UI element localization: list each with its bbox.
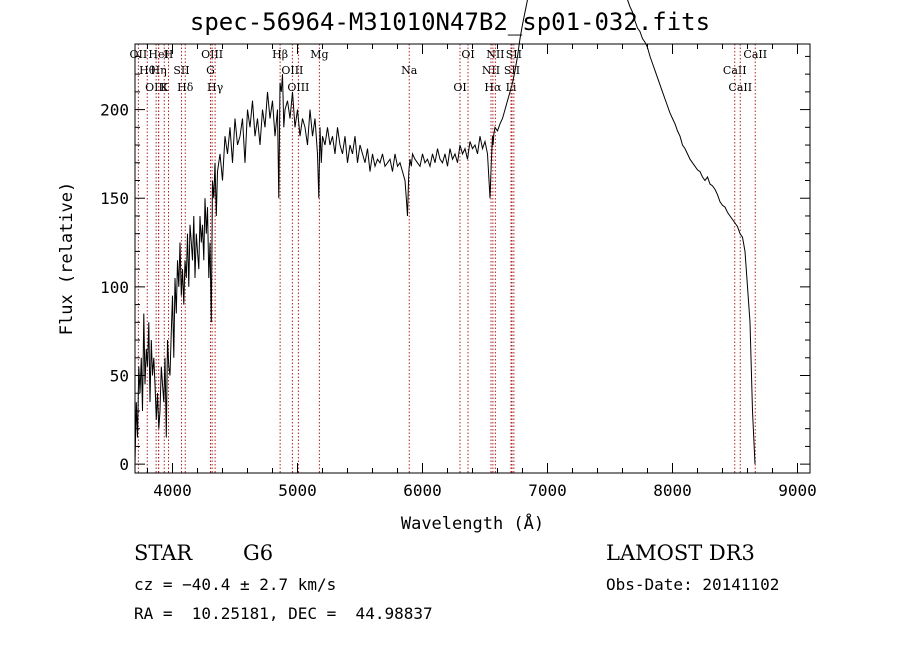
- line-marker-label: H: [164, 48, 174, 61]
- line-marker-label: OIII: [145, 81, 167, 94]
- y-tick-label: 0: [119, 455, 129, 474]
- line-marker-label: Hη: [151, 64, 167, 77]
- line-marker-label: NII: [482, 64, 500, 77]
- line-marker-label: SII: [506, 48, 522, 61]
- line-marker-label: Hδ: [177, 81, 194, 94]
- line-marker-label: Hα: [484, 81, 502, 94]
- coordinates-text: RA = 10.25181, DEC = 44.98837: [134, 604, 433, 623]
- y-tick-label: 50: [110, 367, 129, 386]
- plot-frame: [134, 43, 811, 474]
- x-tick-label: 5000: [278, 481, 317, 500]
- x-tick-label: 6000: [403, 481, 442, 500]
- line-marker-label: OIII: [281, 64, 303, 77]
- object-subclass: G6: [243, 541, 274, 565]
- x-tick-label: 7000: [528, 481, 567, 500]
- y-axis-label: Flux (relative): [57, 182, 77, 336]
- line-marker-label: Hγ: [207, 81, 224, 94]
- redshift-text: cz = −40.4 ± 2.7 km/s: [134, 575, 337, 594]
- line-marker-label: CaII: [723, 64, 747, 77]
- line-marker-label: CaII: [728, 81, 752, 94]
- line-marker-label: OI: [461, 48, 474, 61]
- obs-date-text: Obs-Date: 20141102: [606, 575, 780, 594]
- line-marker-label: OII: [130, 48, 148, 61]
- line-marker-label: K: [160, 81, 169, 94]
- line-marker-label: OIII: [287, 81, 309, 94]
- x-tick-label: 8000: [653, 481, 692, 500]
- line-marker-label: Na: [401, 64, 418, 77]
- line-marker-label: SII: [504, 64, 520, 77]
- line-marker-label: Hθ: [139, 64, 156, 77]
- y-tick-label: 200: [100, 101, 129, 120]
- spectrum-line: [134, 0, 756, 465]
- x-tick-label: 4000: [153, 481, 192, 500]
- y-tick-label: 100: [100, 278, 129, 297]
- y-tick-label: 150: [100, 189, 129, 208]
- object-class: STAR: [134, 541, 193, 565]
- chart-title: spec-56964-M31010N47B2_sp01-032.fits: [189, 8, 711, 36]
- line-marker-label: NII: [486, 48, 504, 61]
- x-tick-label: 9000: [778, 481, 817, 500]
- line-marker-label: OI: [453, 81, 466, 94]
- line-marker-label: Hβ: [272, 48, 288, 61]
- survey-label: LAMOST DR3: [606, 541, 755, 565]
- line-marker-label: CaII: [743, 48, 767, 61]
- line-marker-label: SII: [173, 64, 189, 77]
- line-marker-label: Mg: [310, 48, 328, 61]
- line-marker-label: OIII: [201, 48, 223, 61]
- line-marker-label: G: [206, 64, 215, 77]
- x-axis-label: Wavelength (Å): [401, 512, 544, 534]
